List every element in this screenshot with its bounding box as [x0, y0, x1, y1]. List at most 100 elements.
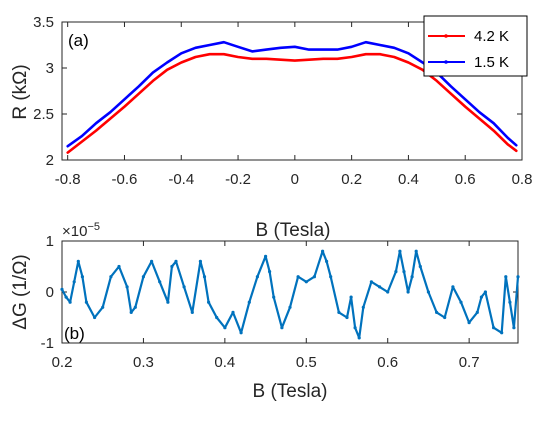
panel-b-data-point	[117, 264, 121, 269]
panel-b-data-point	[475, 310, 479, 314]
panel-b-data-point	[386, 290, 390, 294]
panel-b-x-tick-label: 0.2	[52, 354, 73, 371]
panel-b-series-line-0	[60, 250, 520, 339]
panel-b-data-point	[467, 321, 471, 325]
panel-a-label: (a)	[68, 31, 89, 50]
panel-b-ylabel: ΔG (1/Ω)	[10, 254, 31, 329]
panel-b-y-tick-label: -1	[41, 335, 54, 352]
panel-b-data-point	[190, 310, 194, 314]
panel-b-data-point	[459, 300, 463, 304]
panel-b-data-point	[223, 326, 227, 330]
panel-a-x-tick-label: -0.8	[55, 171, 81, 188]
legend-label-4-2k: 4.2 K	[474, 28, 509, 45]
panel-b-data-point	[125, 285, 129, 289]
panel-a-x-tick-label: 0.4	[398, 171, 419, 188]
panel-b-x-tick-label: 0.4	[214, 354, 235, 371]
panel-a-y-tick-label: 3	[46, 60, 54, 77]
panel-b-data-point	[207, 300, 211, 304]
panel-a-y-ticks: 2 2.5 3 3.5	[33, 14, 522, 169]
panel-b-xlabel: B (Tesla)	[253, 381, 328, 402]
panel-b-data-point	[280, 326, 284, 330]
panel-b-data-point	[414, 249, 418, 253]
panel-b-data-point	[68, 300, 72, 304]
panel-b-data-point	[329, 275, 333, 279]
panel-b-data-point	[158, 280, 162, 284]
panel-b-data-point	[109, 275, 113, 279]
panel-b-series	[60, 249, 520, 340]
panel-b-data-point	[60, 287, 64, 291]
panel-b-x-tick-label: 0.6	[377, 354, 398, 371]
panel-b-label: (b)	[64, 324, 85, 343]
panel-a-series-line-0	[66, 52, 518, 154]
panel-b-data-point	[500, 331, 504, 335]
panel-b-data-point	[84, 300, 88, 304]
panel-b-data-point	[345, 315, 349, 320]
panel-b-data-point	[198, 259, 202, 263]
panel-b-data-point	[353, 326, 357, 330]
legend-label-1-5k: 1.5 K	[474, 54, 509, 71]
panel-b-data-point	[394, 270, 398, 274]
panel-b-y-multiplier: ×10−5	[62, 221, 100, 240]
panel-a-axes-box	[61, 21, 523, 161]
panel-b-axes-box	[61, 240, 519, 344]
panel-b-x-tick-label: 0.7	[459, 354, 480, 371]
panel-a-y-tick-label: 2	[46, 152, 54, 169]
panel-b-data-point	[349, 295, 353, 299]
panel-b-x-ticks: 0.2 0.3 0.4 0.5 0.6 0.7	[52, 241, 480, 371]
panel-a-x-tick-label: 0.2	[341, 171, 362, 188]
panel-a: -0.8 -0.6 -0.4 -0.2 0 0.2 0.4 0.6 0.8 2 2.5 3 3.5 (…	[10, 14, 532, 241]
panel-b-data-point	[93, 315, 97, 320]
panel-b-y-multiplier-exp: −5	[87, 221, 100, 233]
panel-a-x-tick-label: 0.8	[512, 171, 533, 188]
panel-b-data-point	[166, 300, 170, 304]
panel-b-data-point	[508, 300, 512, 304]
panel-b-data-point	[288, 305, 292, 309]
panel-b-data-point	[418, 264, 422, 269]
legend: 4.2 K 1.5 K	[423, 15, 528, 77]
panel-a-x-tick-label: -0.6	[112, 171, 138, 188]
panel-b-data-point	[479, 295, 483, 299]
panel-a-x-ticks: -0.8 -0.6 -0.4 -0.2 0 0.2 0.4 0.6 0.8	[55, 22, 533, 188]
panel-b-y-multiplier-base: ×10	[62, 223, 87, 240]
panel-b-data-point	[76, 259, 80, 263]
panel-b-data-point	[72, 280, 76, 284]
panel-b-data-point	[272, 295, 276, 299]
panel-b-data-point	[239, 331, 243, 335]
legend-box	[423, 15, 528, 77]
panel-b-y-tick-label: 0	[46, 284, 54, 301]
panel-b-data-point	[325, 259, 329, 263]
panel-b-data-point	[182, 285, 186, 289]
panel-b-data-point	[378, 285, 382, 289]
panel-b-data-point	[64, 295, 68, 299]
panel-b-data-point	[150, 259, 154, 263]
panel-b-data-point	[451, 285, 455, 289]
panel-b-data-point	[516, 275, 520, 279]
panel-b-data-point	[215, 315, 219, 320]
panel-b: 0.2 0.3 0.4 0.5 0.6 0.7 -1 0 1 (b) ΔG (1/Ω) B (…	[10, 221, 520, 402]
panel-a-x-tick-label: -0.4	[168, 171, 194, 188]
panel-b-data-point	[398, 249, 402, 253]
panel-b-data-point	[406, 290, 410, 294]
panel-b-data-point	[101, 305, 105, 309]
panel-b-data-point	[369, 280, 373, 284]
panel-b-data-point	[202, 275, 207, 279]
panel-b-data-point	[264, 254, 268, 258]
panel-a-y-tick-label: 3.5	[33, 14, 54, 31]
panel-b-data-point	[268, 270, 272, 274]
panel-b-data-point	[133, 305, 137, 309]
panel-b-data-point	[504, 275, 508, 279]
panel-b-data-point	[492, 326, 496, 330]
panel-a-xlabel: B (Tesla)	[256, 220, 331, 241]
panel-b-data-point	[512, 326, 516, 330]
panel-b-data-point	[247, 300, 251, 304]
panel-a-x-tick-label: 0.6	[455, 171, 476, 188]
panel-b-data-point	[426, 290, 430, 294]
panel-b-x-tick-label: 0.3	[133, 354, 154, 371]
panel-a-y-tick-label: 2.5	[33, 106, 54, 123]
panel-b-data-point	[337, 310, 341, 314]
panel-b-data-point	[435, 310, 439, 314]
panel-a-x-tick-label: 0	[291, 171, 299, 188]
panel-a-series-line-1	[66, 40, 518, 148]
panel-b-data-point	[312, 275, 316, 279]
